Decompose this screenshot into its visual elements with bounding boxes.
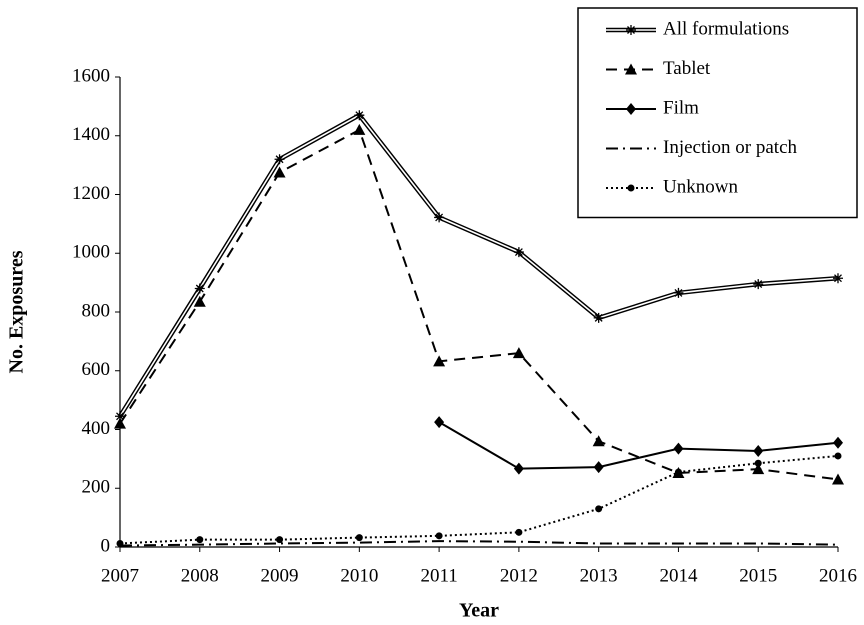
marker [193,295,206,307]
y-tick-label: 800 [82,300,111,321]
y-tick-label: 400 [82,418,111,439]
marker [435,532,443,540]
line [119,128,839,481]
marker [434,212,445,223]
marker [593,312,604,323]
line-inner [119,114,839,417]
marker [833,273,843,284]
marker [196,536,204,544]
x-tick-label: 2008 [181,565,219,586]
line [438,421,839,470]
legend-label: Unknown [663,176,738,197]
marker [674,468,682,476]
x-tick-label: 2014 [659,565,698,586]
marker [626,103,636,115]
line [119,540,839,547]
marker [673,287,684,298]
y-tick-label: 1600 [72,65,110,86]
y-tick-label: 1200 [72,183,110,204]
y-tick-label: 200 [82,477,111,498]
x-tick-label: 2007 [101,565,139,586]
marker [626,25,636,35]
marker [276,536,284,544]
y-tick-label: 600 [82,359,111,380]
marker [433,355,446,367]
marker [434,416,445,429]
marker [115,411,125,422]
legend-label: Injection or patch [663,137,798,158]
marker [355,534,363,542]
marker [273,166,286,178]
marker [116,539,124,547]
x-tick-label: 2011 [420,565,457,586]
marker [832,473,844,485]
y-tick-label: 1000 [72,242,110,263]
marker [834,452,842,460]
marker [274,154,285,165]
marker [354,110,365,121]
marker [754,459,762,467]
plot-area: 0 200 400 600 800 1000 1200 1400 1600 2007 2008 200… [72,65,857,586]
y-tick-label: 0 [101,535,111,556]
x-tick-label: 2012 [500,565,538,586]
marker [627,184,635,192]
y-axis-title: No. Exposures [6,250,28,373]
x-tick-label: 2016 [819,565,857,586]
marker [595,505,603,513]
marker [114,417,126,429]
legend: All formulations Tablet Film Injection or p… [577,7,858,219]
legend-label: Film [663,97,699,118]
line [119,454,839,545]
marker [753,444,764,457]
marker [673,442,684,455]
marker [513,247,524,258]
marker [515,528,523,536]
y-tick-label: 1400 [72,124,110,145]
x-axis-title: Year [459,600,499,622]
x-tick-label: 2010 [340,565,378,586]
marker [593,461,604,474]
marker [513,462,524,475]
marker [752,463,765,475]
marker [592,435,605,447]
x-tick-label: 2009 [261,565,299,586]
marker [625,63,637,75]
x-tick-label: 2013 [580,565,618,586]
legend-label: All formulations [663,18,789,39]
marker [194,283,205,294]
legend-label: Tablet [663,58,711,79]
legend-box [577,7,858,219]
marker [353,123,366,135]
marker [753,279,764,290]
marker [512,347,525,359]
x-tick-label: 2015 [739,565,777,586]
marker [833,436,843,449]
